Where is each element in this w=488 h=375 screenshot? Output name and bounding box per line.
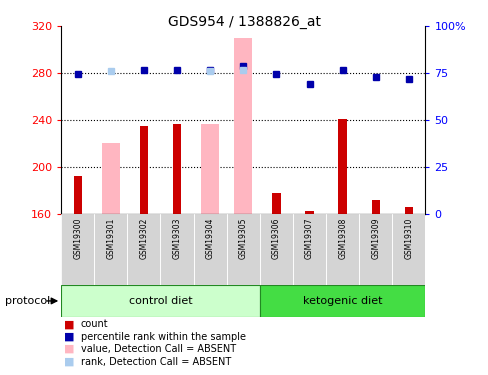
Text: GSM19307: GSM19307	[305, 217, 313, 259]
Bar	[259, 285, 425, 317]
Bar	[102, 144, 120, 214]
Text: GSM19305: GSM19305	[238, 217, 247, 259]
Text: GSM19310: GSM19310	[404, 217, 412, 259]
Bar	[404, 207, 412, 214]
Text: ketogenic diet: ketogenic diet	[302, 296, 382, 306]
Bar	[272, 193, 280, 214]
Text: GSM19302: GSM19302	[139, 217, 148, 259]
Bar	[201, 123, 219, 214]
Text: GSM19309: GSM19309	[370, 217, 380, 259]
Bar	[127, 214, 160, 285]
Text: GSM19300: GSM19300	[73, 217, 82, 259]
Text: ■: ■	[63, 344, 74, 354]
Text: GSM19306: GSM19306	[271, 217, 280, 259]
Text: GDS954 / 1388826_at: GDS954 / 1388826_at	[168, 15, 320, 29]
Bar	[226, 214, 259, 285]
Bar	[391, 214, 425, 285]
Bar	[193, 214, 226, 285]
Text: ■: ■	[63, 332, 74, 342]
Bar	[94, 214, 127, 285]
Bar	[160, 214, 193, 285]
Bar	[259, 214, 292, 285]
Text: control diet: control diet	[128, 296, 192, 306]
Bar	[73, 176, 81, 214]
Text: ■: ■	[63, 320, 74, 329]
Bar	[234, 38, 252, 214]
Text: ■: ■	[63, 357, 74, 366]
Text: GSM19308: GSM19308	[337, 217, 346, 259]
Text: percentile rank within the sample: percentile rank within the sample	[81, 332, 245, 342]
Bar	[325, 214, 359, 285]
Text: count: count	[81, 320, 108, 329]
Text: GSM19303: GSM19303	[172, 217, 181, 259]
Bar	[338, 119, 346, 214]
Bar	[371, 200, 379, 214]
Bar	[359, 214, 391, 285]
Text: protocol: protocol	[5, 296, 50, 306]
Bar	[292, 214, 325, 285]
Bar	[61, 285, 259, 317]
Bar	[173, 123, 181, 214]
Text: GSM19304: GSM19304	[205, 217, 214, 259]
Text: rank, Detection Call = ABSENT: rank, Detection Call = ABSENT	[81, 357, 230, 366]
Bar	[305, 211, 313, 214]
Bar	[61, 214, 94, 285]
Bar	[140, 126, 148, 214]
Text: GSM19301: GSM19301	[106, 217, 115, 259]
Text: value, Detection Call = ABSENT: value, Detection Call = ABSENT	[81, 344, 235, 354]
